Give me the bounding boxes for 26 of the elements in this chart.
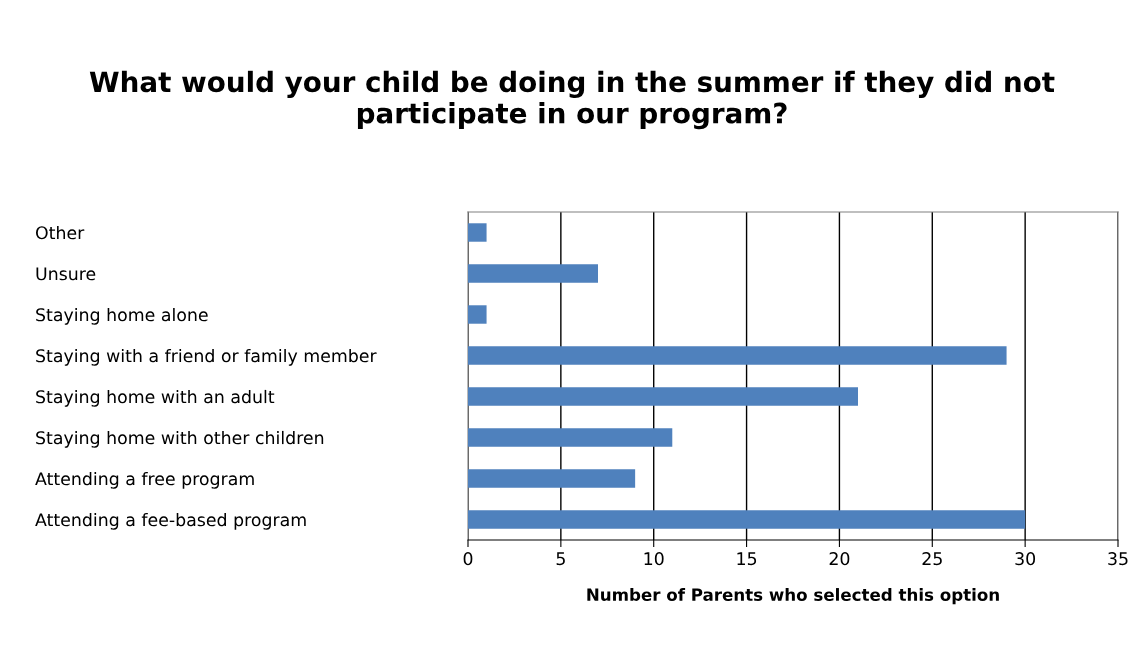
y-tick-label: Staying home alone: [36, 307, 208, 325]
y-tick-label: Unsure: [36, 267, 96, 281]
x-tick-label: 5: [556, 552, 565, 566]
y-tick-label: Attending a fee-based program: [35, 512, 306, 530]
x-tick-label: 25: [922, 552, 942, 566]
x-tick-label: 30: [1015, 552, 1036, 566]
x-tick-label: 10: [644, 552, 664, 566]
bar: [468, 223, 487, 242]
bar: [468, 264, 598, 283]
bar: [468, 469, 636, 488]
x-tick-label: 35: [1108, 552, 1128, 566]
x-axis-title: Number of Parents who selected this option: [587, 588, 999, 605]
y-tick-label: Other: [35, 225, 85, 240]
bar: [468, 346, 1007, 365]
bar: [468, 428, 673, 447]
y-tick-label: Attending a free program: [35, 471, 254, 489]
x-tick-label: 0: [463, 552, 473, 566]
bar: [468, 510, 1026, 529]
y-tick-label: Staying with a friend or family member: [36, 348, 377, 366]
bar: [468, 387, 858, 406]
x-tick-label: 20: [829, 552, 850, 566]
bar: [468, 305, 487, 324]
y-tick-label: Staying home with other children: [36, 430, 324, 448]
x-tick-label: 15: [737, 552, 757, 566]
chart-title: What would your child be doing in the summer if they did not participate in our program?: [89, 70, 1055, 130]
y-tick-label: Staying home with an adult: [36, 389, 275, 407]
